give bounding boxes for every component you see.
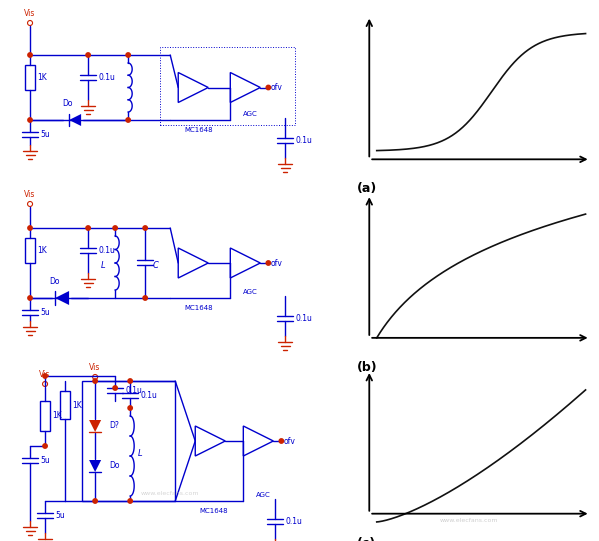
- Text: ofv: ofv: [283, 437, 295, 445]
- Bar: [160, 47, 295, 125]
- Text: 1K: 1K: [72, 400, 82, 410]
- Bar: [82, 381, 176, 501]
- Text: Do: Do: [49, 277, 59, 286]
- Text: MC1648: MC1648: [184, 305, 213, 311]
- Circle shape: [126, 53, 131, 57]
- Text: (b): (b): [357, 361, 377, 374]
- Text: MC1648: MC1648: [184, 127, 213, 133]
- Bar: [25, 65, 35, 90]
- Circle shape: [128, 406, 132, 410]
- Circle shape: [266, 85, 271, 90]
- Polygon shape: [55, 291, 69, 305]
- Polygon shape: [69, 114, 81, 126]
- Text: D?: D?: [109, 421, 119, 431]
- Text: L: L: [138, 449, 143, 458]
- Text: ofv: ofv: [270, 83, 282, 92]
- Circle shape: [143, 296, 147, 300]
- Text: 0.1u: 0.1u: [140, 391, 157, 400]
- Text: Vis: Vis: [40, 370, 51, 379]
- Text: ofv: ofv: [270, 259, 282, 267]
- Text: 0.1u: 0.1u: [285, 517, 302, 526]
- Text: AGC: AGC: [256, 492, 271, 498]
- Circle shape: [93, 499, 97, 503]
- Text: 0.1u: 0.1u: [98, 73, 115, 82]
- Circle shape: [28, 118, 32, 122]
- Text: Do: Do: [62, 99, 72, 108]
- Text: MC1648: MC1648: [199, 508, 228, 514]
- Circle shape: [28, 226, 32, 230]
- Circle shape: [113, 386, 117, 390]
- Text: 0.1u: 0.1u: [295, 314, 312, 323]
- Text: AGC: AGC: [243, 289, 258, 295]
- Polygon shape: [89, 460, 101, 472]
- Circle shape: [28, 296, 32, 300]
- Bar: [25, 238, 35, 263]
- Circle shape: [143, 226, 147, 230]
- Bar: [40, 401, 50, 431]
- Text: AGC: AGC: [243, 111, 258, 117]
- Circle shape: [86, 53, 90, 57]
- Bar: [60, 391, 70, 419]
- Text: 0.1u: 0.1u: [295, 136, 312, 145]
- Circle shape: [86, 226, 90, 230]
- Text: Vis: Vis: [89, 363, 101, 372]
- Text: C: C: [152, 261, 158, 270]
- Text: Vis: Vis: [25, 190, 36, 199]
- Circle shape: [128, 379, 132, 383]
- Text: (a): (a): [357, 182, 377, 195]
- Text: 1K: 1K: [52, 412, 62, 420]
- Circle shape: [28, 53, 32, 57]
- Text: 5u: 5u: [40, 130, 50, 139]
- Text: 5u: 5u: [40, 308, 50, 317]
- Text: www.elecfans.com: www.elecfans.com: [141, 491, 199, 496]
- Polygon shape: [89, 420, 101, 432]
- Text: Vis: Vis: [25, 9, 36, 18]
- Circle shape: [43, 444, 47, 448]
- Circle shape: [266, 261, 271, 265]
- Text: 5u: 5u: [55, 511, 65, 520]
- Circle shape: [43, 374, 47, 378]
- Text: (c): (c): [357, 537, 376, 541]
- Text: L: L: [101, 261, 105, 270]
- Text: Do: Do: [109, 461, 120, 471]
- Text: 0.1u: 0.1u: [125, 386, 142, 395]
- Text: 0.1u: 0.1u: [98, 246, 115, 255]
- Circle shape: [126, 118, 131, 122]
- Text: 1K: 1K: [37, 246, 47, 255]
- Circle shape: [93, 379, 97, 383]
- Text: 5u: 5u: [40, 456, 50, 465]
- Text: 1K: 1K: [37, 73, 47, 82]
- Text: www.elecfans.com: www.elecfans.com: [440, 518, 498, 523]
- Circle shape: [113, 226, 117, 230]
- Circle shape: [279, 439, 283, 443]
- Circle shape: [128, 499, 132, 503]
